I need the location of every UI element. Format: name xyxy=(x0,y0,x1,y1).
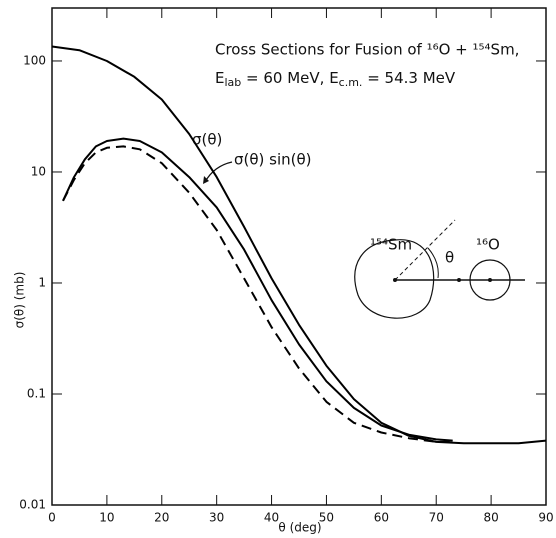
x-tick-label: 50 xyxy=(319,511,334,525)
curve xyxy=(62,137,453,442)
x-tick-label: 70 xyxy=(429,511,444,525)
y-tick-label: 100 xyxy=(23,53,46,67)
y-tick-label: 10 xyxy=(31,164,46,178)
x-tick-label: 90 xyxy=(538,511,553,525)
annotation: θ xyxy=(445,249,454,267)
annotation: σ(θ) xyxy=(192,131,222,149)
annotation: σ(θ) sin(θ) xyxy=(234,151,312,169)
x-tick-label: 60 xyxy=(374,511,389,525)
curve xyxy=(51,45,547,445)
symmetry-axis xyxy=(394,219,456,281)
x-tick-label: 30 xyxy=(209,511,224,525)
y-tick-label: 0.01 xyxy=(19,498,46,512)
center-dot xyxy=(393,278,397,282)
x-tick-label: 80 xyxy=(483,511,498,525)
annotation: ¹⁶O xyxy=(476,236,500,254)
x-tick-label: 0 xyxy=(48,511,56,525)
x-axis-label: θ (deg) xyxy=(278,521,321,535)
plot-frame xyxy=(51,7,547,506)
arrow-head xyxy=(203,176,209,184)
center-dot xyxy=(488,278,492,282)
chart-subtitle: Elab = 60 MeV, Ec.m. = 54.3 MeV xyxy=(215,69,456,90)
x-tick-label: 10 xyxy=(99,511,114,525)
annotation: ¹⁵⁴Sm xyxy=(370,236,412,254)
center-dot xyxy=(457,278,461,282)
curve xyxy=(62,145,453,443)
y-tick-label: 1 xyxy=(38,275,46,289)
sm-nucleus xyxy=(354,239,435,319)
chart-title: Cross Sections for Fusion of ¹⁶O + ¹⁵⁴Sm… xyxy=(215,41,519,59)
y-axis-label: σ(θ) (mb) xyxy=(13,272,27,329)
x-tick-label: 20 xyxy=(154,511,169,525)
x-tick-label: 40 xyxy=(264,511,279,525)
y-tick-label: 0.1 xyxy=(27,386,46,400)
inset-diagram: ¹⁵⁴Sm ¹⁶O θ xyxy=(354,219,525,319)
angle-arc xyxy=(427,247,439,279)
